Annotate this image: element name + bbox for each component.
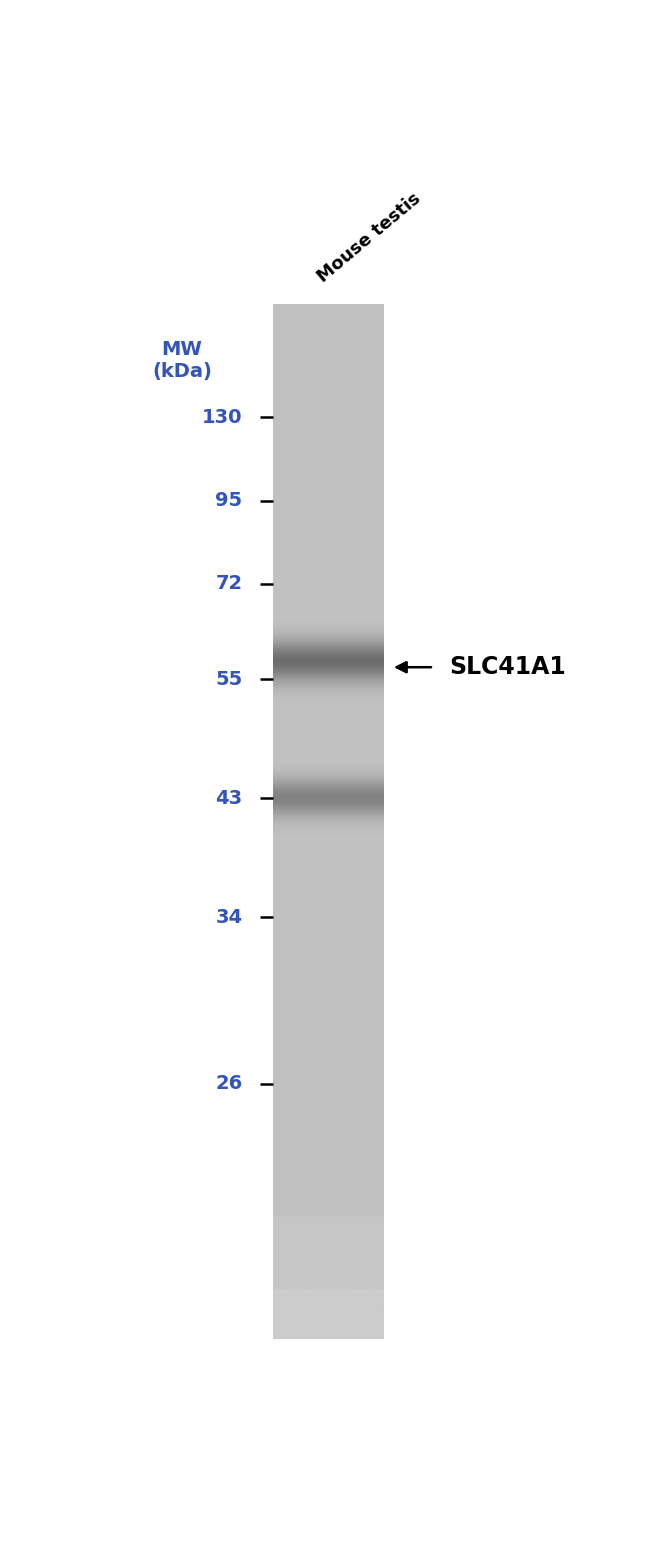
Text: 26: 26 xyxy=(215,1074,242,1092)
Text: SLC41A1: SLC41A1 xyxy=(449,655,566,680)
Text: 34: 34 xyxy=(215,907,242,927)
Text: 43: 43 xyxy=(215,788,242,808)
Text: MW
(kDa): MW (kDa) xyxy=(152,340,212,382)
Text: 72: 72 xyxy=(215,575,242,593)
Text: 130: 130 xyxy=(202,408,242,426)
Text: Mouse testis: Mouse testis xyxy=(314,190,424,286)
Text: 55: 55 xyxy=(215,669,242,689)
Text: 95: 95 xyxy=(215,491,242,510)
